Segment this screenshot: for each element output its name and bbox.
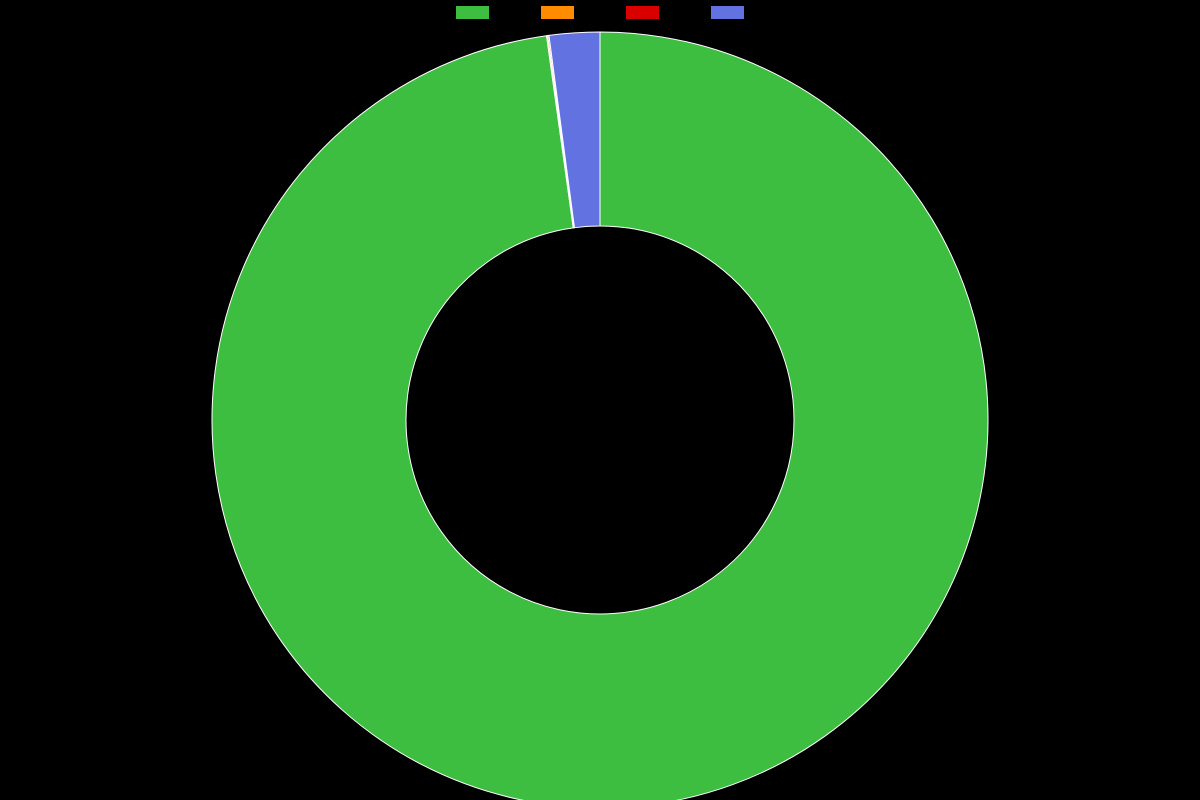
legend-swatch-3 bbox=[711, 6, 744, 19]
donut-chart bbox=[210, 30, 990, 800]
chart-stage bbox=[0, 0, 1200, 800]
legend-swatch-2 bbox=[626, 6, 659, 19]
legend bbox=[0, 6, 1200, 19]
donut-svg bbox=[210, 30, 990, 800]
legend-swatch-1 bbox=[541, 6, 574, 19]
legend-swatch-0 bbox=[456, 6, 489, 19]
